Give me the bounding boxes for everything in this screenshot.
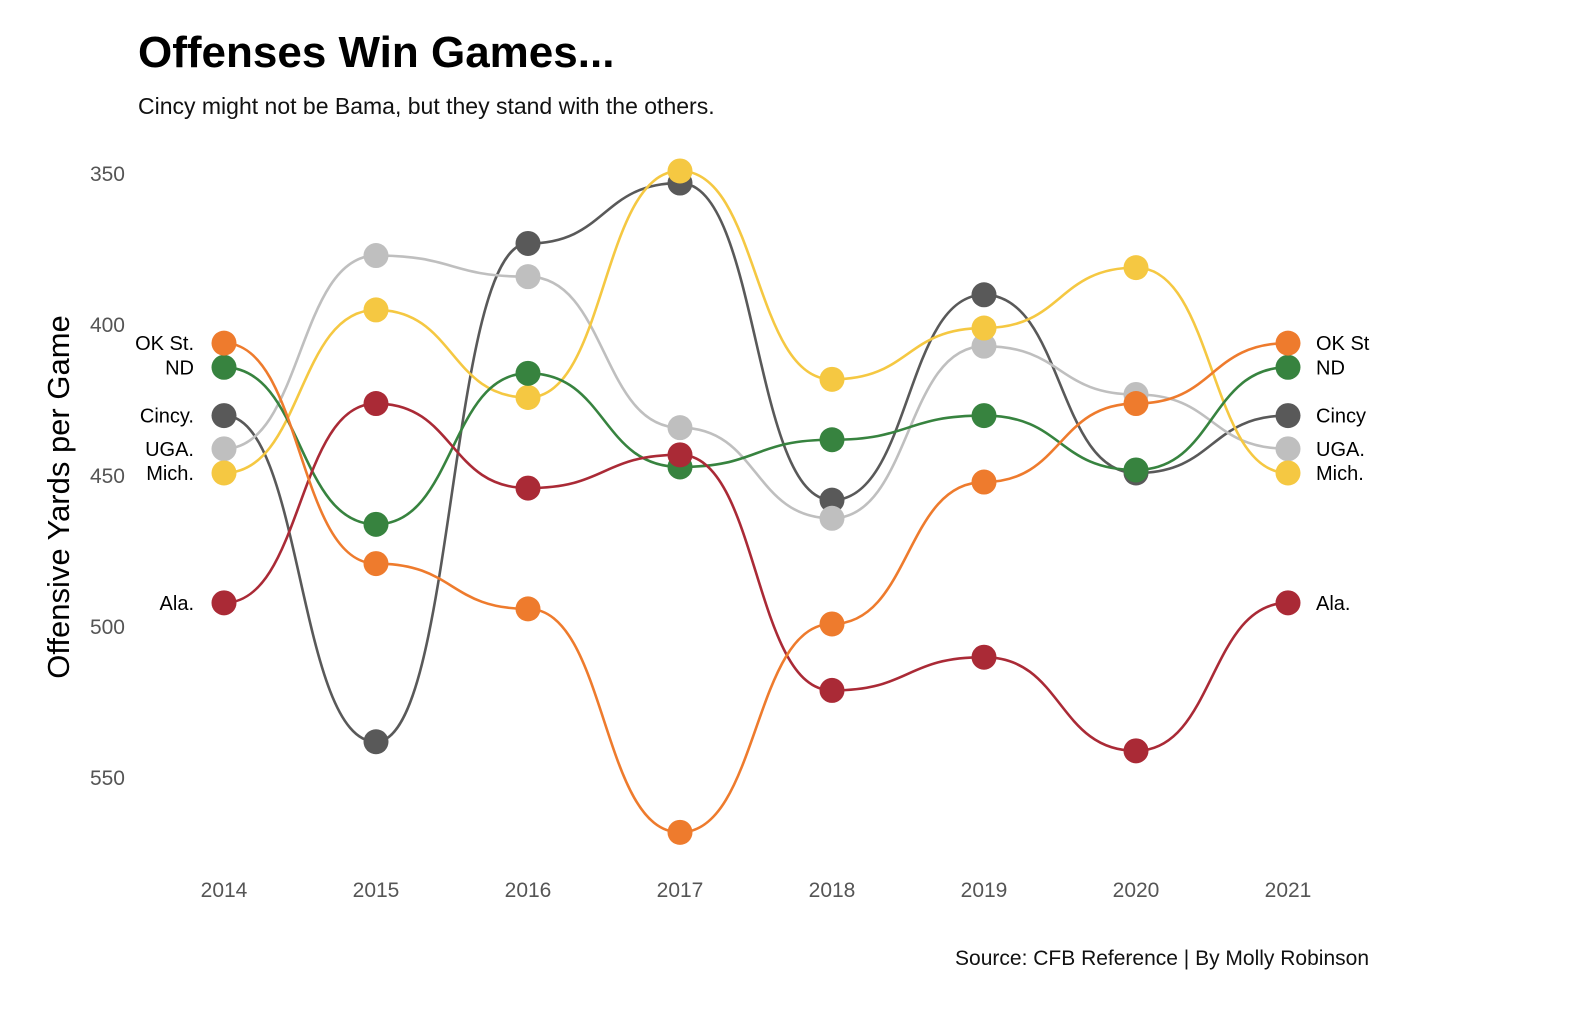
x-tick-label: 2014 bbox=[201, 879, 248, 902]
data-point bbox=[667, 819, 693, 845]
x-tick-label: 2017 bbox=[657, 879, 704, 902]
data-point bbox=[971, 282, 997, 308]
data-point bbox=[819, 366, 845, 392]
x-tick-label: 2021 bbox=[1265, 879, 1312, 902]
team-label-right: OK St bbox=[1316, 333, 1370, 355]
team-label-right: Cincy bbox=[1316, 406, 1366, 428]
data-point bbox=[1123, 391, 1149, 417]
data-point bbox=[971, 315, 997, 341]
data-point bbox=[1275, 436, 1301, 462]
team-label-left: ND bbox=[165, 357, 194, 379]
source-caption: Source: CFB Reference | By Molly Robinso… bbox=[955, 947, 1369, 970]
data-point bbox=[515, 230, 541, 256]
data-point bbox=[1275, 330, 1301, 356]
data-point bbox=[1275, 354, 1301, 380]
data-point bbox=[515, 475, 541, 501]
y-tick-label: 450 bbox=[90, 465, 125, 488]
data-point bbox=[971, 644, 997, 670]
data-point bbox=[667, 415, 693, 441]
data-point bbox=[515, 384, 541, 410]
data-point bbox=[1275, 590, 1301, 616]
data-point bbox=[211, 330, 237, 356]
data-point bbox=[1123, 457, 1149, 483]
x-tick-label: 2020 bbox=[1113, 879, 1160, 902]
data-point bbox=[1123, 738, 1149, 764]
data-point bbox=[211, 590, 237, 616]
data-point bbox=[515, 264, 541, 290]
data-point bbox=[363, 511, 389, 537]
data-point bbox=[363, 391, 389, 417]
data-point bbox=[819, 427, 845, 453]
chart-title: Offenses Win Games... bbox=[138, 28, 615, 77]
data-point bbox=[211, 436, 237, 462]
data-point bbox=[211, 460, 237, 486]
data-point bbox=[1275, 460, 1301, 486]
data-point bbox=[211, 354, 237, 380]
x-tick-label: 2019 bbox=[961, 879, 1008, 902]
x-axis-ticks: 2014 2015 2016 2017 2018 2019 2020 2021 bbox=[201, 879, 1312, 902]
y-tick-label: 400 bbox=[90, 314, 125, 337]
data-point bbox=[971, 403, 997, 429]
data-point bbox=[667, 158, 693, 184]
data-point bbox=[1123, 255, 1149, 281]
series-points bbox=[211, 158, 1301, 845]
y-tick-label: 550 bbox=[90, 767, 125, 790]
data-point bbox=[667, 442, 693, 468]
team-label-left: Cincy. bbox=[140, 406, 194, 428]
data-point bbox=[819, 677, 845, 703]
series-line bbox=[223, 402, 1289, 753]
data-point bbox=[363, 729, 389, 755]
team-label-right: Ala. bbox=[1316, 593, 1350, 615]
y-axis-ticks: 350 400 450 500 550 bbox=[90, 163, 125, 790]
data-point bbox=[363, 551, 389, 577]
data-point bbox=[515, 360, 541, 386]
data-point bbox=[819, 487, 845, 513]
x-tick-label: 2018 bbox=[809, 879, 856, 902]
team-label-left: Mich. bbox=[146, 463, 194, 485]
team-label-left: Ala. bbox=[160, 593, 194, 615]
data-point bbox=[363, 297, 389, 323]
y-tick-label: 500 bbox=[90, 616, 125, 639]
x-tick-label: 2016 bbox=[505, 879, 552, 902]
data-point bbox=[211, 403, 237, 429]
data-point bbox=[363, 243, 389, 269]
data-point bbox=[819, 505, 845, 531]
team-label-right: ND bbox=[1316, 357, 1345, 379]
x-tick-label: 2015 bbox=[353, 879, 400, 902]
team-label-right: Mich. bbox=[1316, 463, 1364, 485]
team-label-right: UGA. bbox=[1316, 439, 1365, 461]
data-point bbox=[1275, 403, 1301, 429]
data-point bbox=[819, 611, 845, 637]
data-point bbox=[515, 596, 541, 622]
team-label-left: OK St. bbox=[135, 333, 194, 355]
data-point bbox=[971, 469, 997, 495]
y-tick-label: 350 bbox=[90, 163, 125, 186]
team-label-left: UGA. bbox=[145, 439, 194, 461]
data-point bbox=[971, 333, 997, 359]
series-line bbox=[223, 169, 1289, 475]
chart-subtitle: Cincy might not be Bama, but they stand … bbox=[138, 93, 715, 119]
